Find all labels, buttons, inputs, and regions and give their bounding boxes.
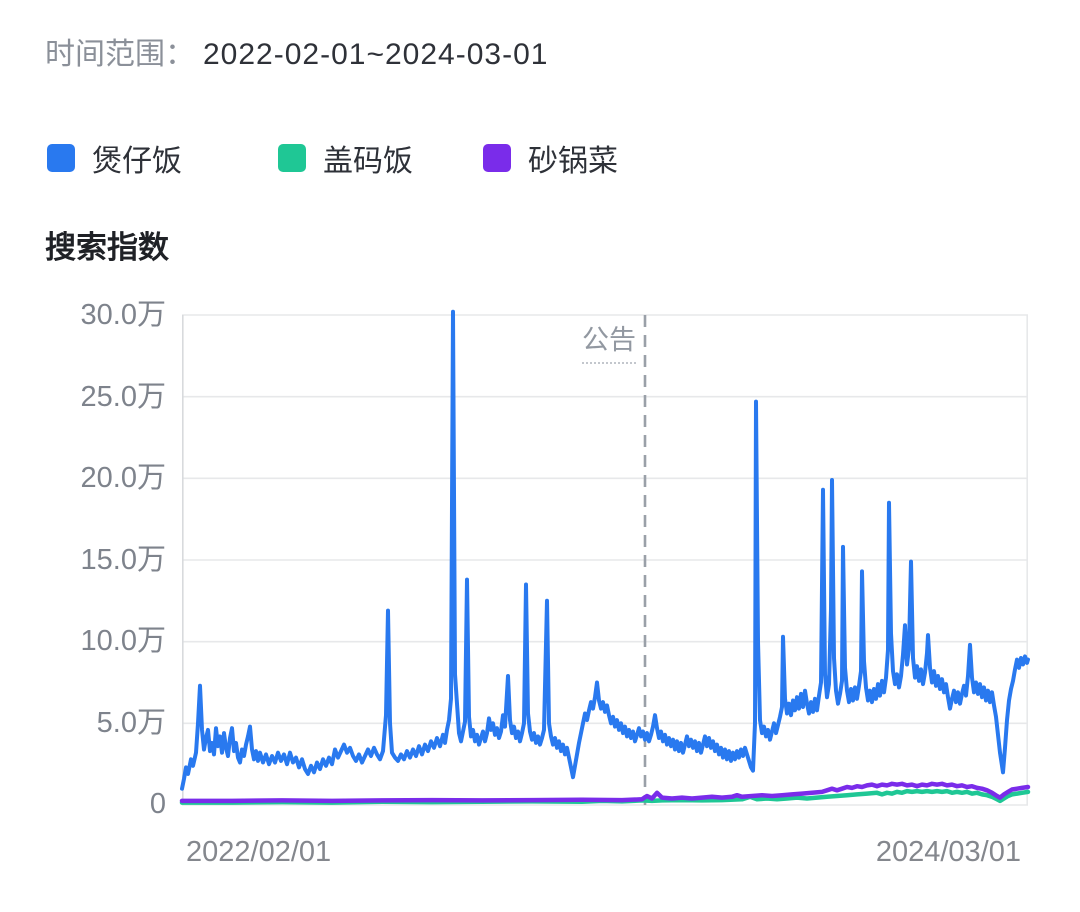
legend-swatch-green-icon: [278, 144, 306, 172]
y-axis-tick: 10.0万: [80, 625, 166, 657]
legend-swatch-blue-icon: [47, 144, 75, 172]
trend-line-chart: [179, 309, 1031, 806]
y-axis-tick: 15.0万: [80, 544, 166, 576]
legend-item-baozaifan[interactable]: 煲仔饭: [47, 136, 182, 180]
x-axis-end-label: 2024/03/01: [875, 836, 1021, 868]
y-axis-tick: 0: [149, 788, 166, 820]
announcement-label: 公告: [582, 318, 636, 364]
y-axis-tick: 25.0万: [80, 381, 166, 413]
legend-label: 砂锅菜: [528, 145, 618, 178]
y-axis-tick: 20.0万: [80, 462, 166, 494]
announcement-annotation[interactable]: 公告: [540, 318, 636, 364]
plot-area[interactable]: [179, 309, 1031, 806]
legend-label: 盖码饭: [323, 145, 413, 178]
time-range-value: 2022-02-01~2024-03-01: [203, 38, 549, 71]
legend: 煲仔饭 盖码饭 砂锅菜: [0, 136, 1080, 178]
legend-swatch-purple-icon: [483, 144, 511, 172]
x-axis-start-label: 2022/02/01: [186, 836, 332, 868]
time-range-label: 时间范围：: [45, 38, 195, 71]
time-range-row: 时间范围： 2022-02-01~2024-03-01: [45, 36, 548, 74]
y-axis-tick: 5.0万: [96, 707, 166, 739]
legend-item-gaimafan[interactable]: 盖码饭: [278, 136, 413, 180]
legend-label: 煲仔饭: [92, 145, 182, 178]
y-axis-tick: 30.0万: [80, 299, 166, 331]
page-title: 搜索指数: [45, 230, 169, 265]
legend-item-shaguocai[interactable]: 砂锅菜: [483, 136, 618, 180]
